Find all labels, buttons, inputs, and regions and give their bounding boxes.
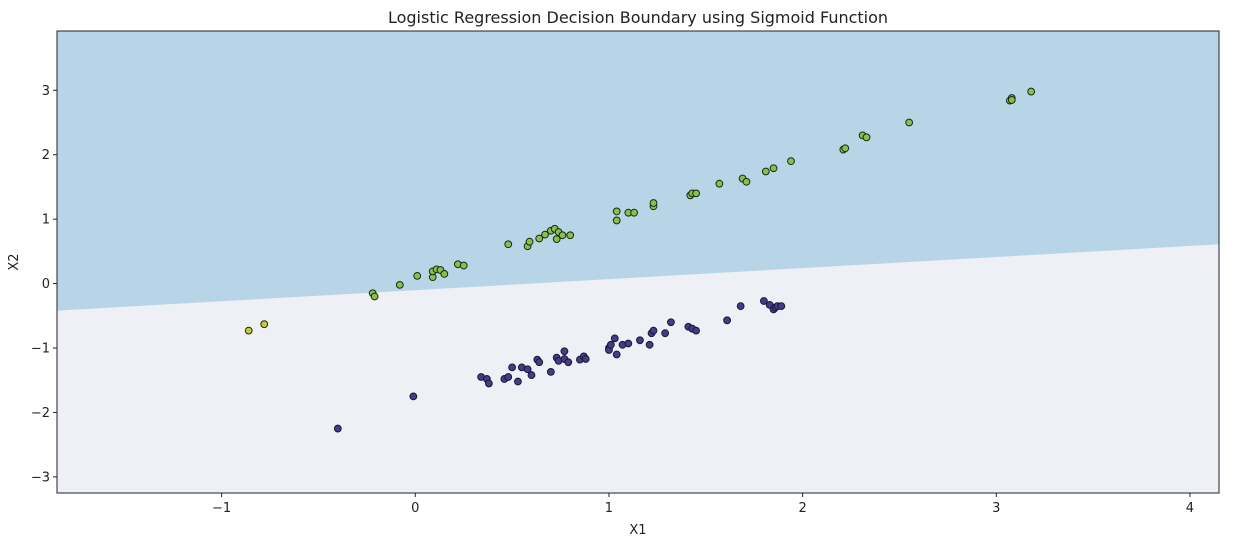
data-point — [541, 230, 549, 239]
series-1 — [244, 320, 269, 335]
data-point — [692, 189, 700, 198]
data-point — [723, 316, 731, 325]
y-tick-label: −3 — [31, 470, 50, 485]
data-point — [1027, 87, 1036, 96]
data-point — [787, 157, 795, 166]
data-point — [606, 340, 615, 349]
data-point — [333, 424, 342, 433]
x-tick-label: 2 — [798, 501, 806, 516]
data-point — [862, 133, 871, 142]
plot-frame — [56, 30, 1220, 494]
data-point — [244, 326, 253, 335]
y-tick-label: −1 — [31, 342, 50, 357]
y-tick-label: 2 — [42, 148, 50, 163]
data-point — [560, 347, 569, 356]
x-tick-label: 4 — [1186, 501, 1194, 516]
data-point — [504, 240, 513, 249]
data-point — [636, 336, 644, 345]
y-tick-label: 0 — [42, 277, 50, 292]
data-point — [440, 270, 449, 278]
data-point — [612, 216, 621, 225]
data-point — [564, 358, 573, 367]
data-point — [649, 199, 658, 207]
data-point — [692, 326, 700, 335]
data-point — [525, 237, 534, 246]
x-axis: −1 0 1 2 3 4 — [212, 493, 1194, 516]
y-axis: −3 −2 −1 0 1 2 3 — [31, 84, 57, 485]
data-point — [736, 302, 745, 311]
data-point — [905, 118, 914, 127]
data-point — [841, 144, 850, 153]
data-point — [649, 326, 658, 335]
data-point — [508, 363, 517, 372]
data-point — [1007, 96, 1016, 104]
y-tick-label: −2 — [31, 406, 50, 421]
data-point — [761, 167, 770, 176]
data-point — [395, 280, 404, 289]
data-point — [612, 207, 621, 216]
y-axis-label: X2 — [7, 253, 22, 270]
data-point — [504, 373, 513, 381]
data-point — [769, 164, 778, 173]
data-point — [624, 339, 633, 348]
series-0 — [368, 87, 1036, 301]
chart-title: Logistic Regression Decision Boundary us… — [388, 8, 888, 27]
data-point — [630, 208, 639, 217]
data-point — [260, 320, 269, 329]
data-point — [777, 302, 786, 311]
x-tick-label: −1 — [212, 501, 231, 516]
data-point — [370, 292, 379, 301]
data-point — [558, 231, 567, 240]
x-tick-label: 1 — [605, 501, 613, 516]
data-point — [661, 329, 670, 338]
plot-area — [56, 30, 1220, 494]
data-point — [413, 271, 422, 280]
data-point — [535, 234, 544, 243]
data-point — [552, 235, 561, 244]
data-point — [514, 377, 522, 386]
y-tick-label: 1 — [42, 213, 50, 228]
data-point — [535, 358, 544, 367]
data-point — [715, 179, 724, 188]
series-2 — [333, 297, 786, 433]
y-tick-label: 3 — [42, 84, 50, 99]
data-point — [645, 340, 654, 349]
upper-class-region — [57, 31, 1219, 311]
data-point — [523, 365, 532, 374]
data-point — [581, 355, 590, 363]
data-point — [527, 371, 536, 379]
x-tick-label: 3 — [992, 501, 1000, 516]
data-point — [484, 379, 493, 388]
x-axis-label: X1 — [629, 523, 646, 538]
data-point — [742, 177, 751, 186]
data-point — [546, 367, 555, 376]
data-point — [566, 231, 575, 240]
data-point — [612, 350, 621, 359]
data-point — [667, 318, 675, 327]
data-point — [409, 392, 418, 401]
data-point — [759, 297, 768, 305]
data-point — [610, 334, 619, 343]
x-tick-label: 0 — [411, 501, 419, 516]
data-point — [459, 261, 468, 270]
